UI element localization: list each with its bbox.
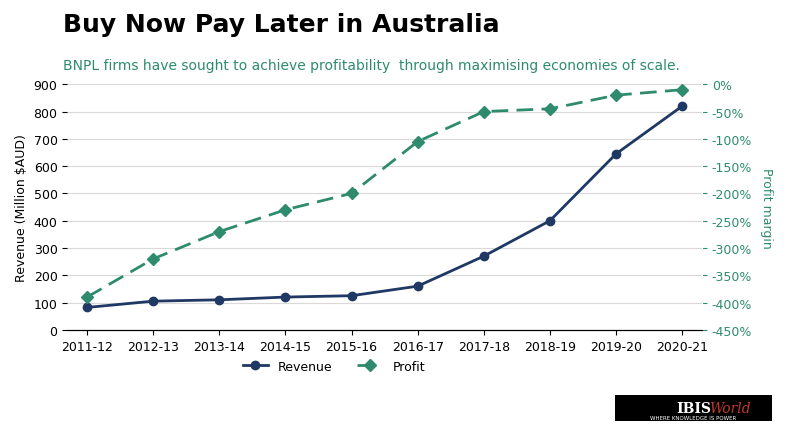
Legend: Revenue, Profit: Revenue, Profit	[238, 355, 430, 378]
Y-axis label: Revenue (Million $AUD): Revenue (Million $AUD)	[15, 134, 28, 281]
Y-axis label: Profit margin: Profit margin	[760, 167, 773, 248]
Text: Buy Now Pay Later in Australia: Buy Now Pay Later in Australia	[63, 13, 500, 37]
Text: BNPL firms have sought to achieve profitability  through maximising economies of: BNPL firms have sought to achieve profit…	[63, 59, 680, 72]
Text: World: World	[709, 401, 750, 415]
Text: WHERE KNOWLEDGE IS POWER: WHERE KNOWLEDGE IS POWER	[650, 415, 737, 420]
FancyBboxPatch shape	[615, 395, 772, 421]
Text: IBIS: IBIS	[676, 401, 711, 415]
